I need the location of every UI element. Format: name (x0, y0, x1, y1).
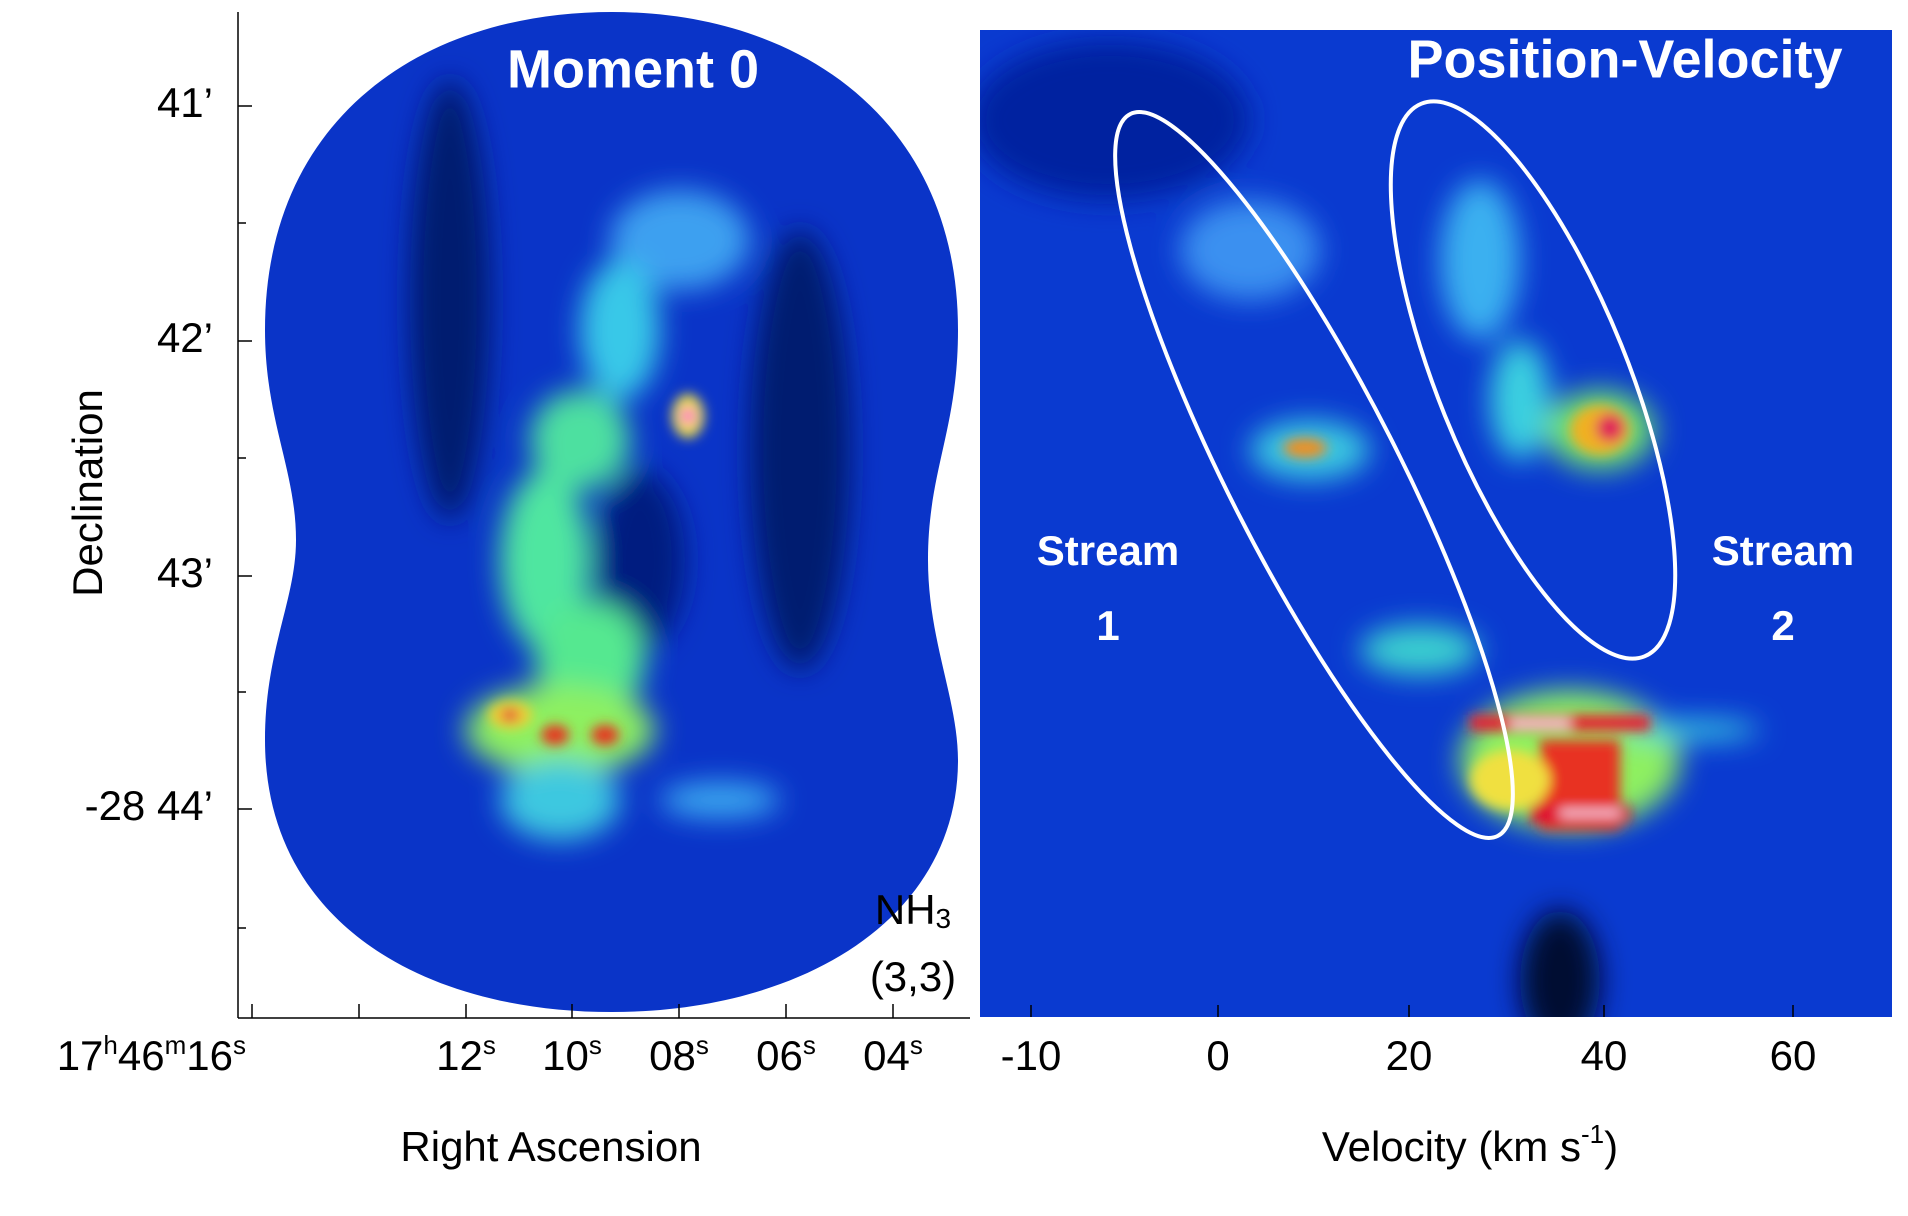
tick-number: 12 (436, 1032, 483, 1079)
line-label: (3,3) (870, 953, 956, 1000)
tick-unit: m (165, 1030, 187, 1060)
annotation: 2 (1771, 602, 1794, 649)
panel-title: Moment 0 (507, 39, 759, 99)
x-tick-label: 08s (649, 1030, 709, 1079)
tick-unit: s (233, 1030, 246, 1060)
y-tick-label: -28 44’ (85, 782, 213, 829)
x-axis-label-text: Velocity (km s (1322, 1123, 1581, 1170)
tick-number: 04 (863, 1032, 910, 1079)
moment0-image (260, 10, 960, 1020)
line-label: NH3 (875, 886, 951, 934)
tick-unit: s (803, 1030, 816, 1060)
x-tick-label: -10 (1001, 1032, 1062, 1079)
x-axis-label: Velocity (km s-1) (1322, 1119, 1618, 1170)
figure: 41’ 42’ 43’ -28 44’ Declination Right As… (0, 0, 1908, 1216)
tick-number: 16 (186, 1032, 233, 1079)
tick-number: 06 (756, 1032, 803, 1079)
tick-unit: s (483, 1030, 496, 1060)
molecule: NH (875, 886, 936, 933)
tick-unit: s (589, 1030, 602, 1060)
x-tick-label: 12s (436, 1030, 496, 1079)
x-tick-label: 17h46m16s (57, 1030, 246, 1079)
x-tick-label: 04s (863, 1030, 923, 1079)
x-tick-label: 20 (1386, 1032, 1433, 1079)
tick-number: 08 (649, 1032, 696, 1079)
x-tick-label: 40 (1581, 1032, 1628, 1079)
tick-number: 17 (57, 1032, 104, 1079)
x-tick-label: 60 (1770, 1032, 1817, 1079)
x-axis-label: Right Ascension (400, 1123, 701, 1170)
y-tick-label: 43’ (157, 549, 213, 596)
y-tick-label: 41’ (157, 79, 213, 126)
annotation: Stream (1037, 527, 1179, 574)
tick-unit: s (696, 1030, 709, 1060)
annotation: 1 (1096, 602, 1119, 649)
tick-number: 46 (118, 1032, 165, 1079)
x-axis-label-close: ) (1604, 1123, 1618, 1170)
panel-title: Position-Velocity (1407, 29, 1842, 89)
y-tick-label: 42’ (157, 314, 213, 361)
x-tick-label: 0 (1206, 1032, 1229, 1079)
tick-number: 10 (542, 1032, 589, 1079)
y-axis-label: Declination (64, 389, 111, 597)
tick-unit: s (910, 1030, 923, 1060)
annotation: Stream (1712, 527, 1854, 574)
x-axis-label-exponent: -1 (1581, 1119, 1604, 1149)
tick-unit: h (103, 1030, 117, 1060)
x-tick-label: 10s (542, 1030, 602, 1079)
x-tick-label: 06s (756, 1030, 816, 1079)
molecule-subscript: 3 (936, 903, 952, 934)
